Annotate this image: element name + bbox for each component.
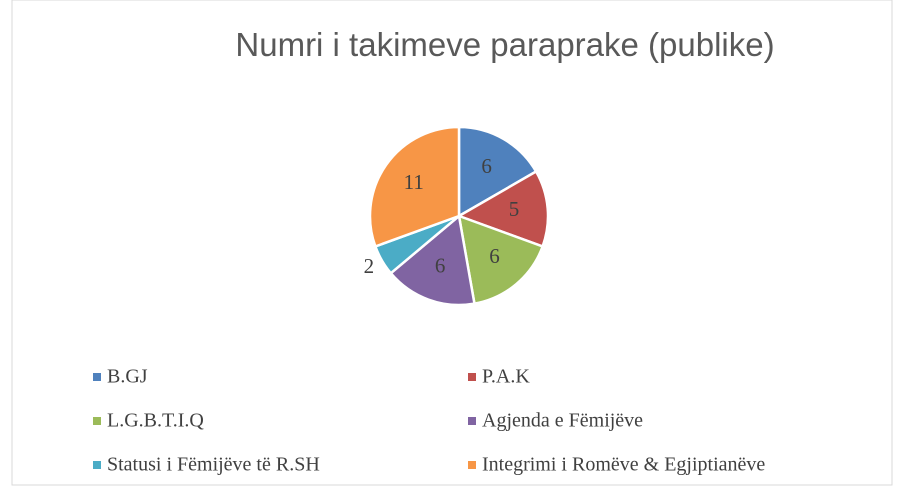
pie-slice [457, 125, 538, 219]
pie-slice [456, 169, 550, 249]
legend-swatch [93, 417, 101, 425]
data-label: 11 [404, 170, 424, 194]
legend-swatch [468, 461, 476, 469]
legend-label: Integrimi i Romëve & Egjiptianëve [482, 454, 765, 476]
legend-swatch [93, 461, 101, 469]
data-label: 5 [509, 197, 520, 221]
pie-slice [457, 214, 545, 306]
data-label: 6 [435, 254, 446, 278]
chart-title: Numri i takimeve paraprake (publike) [235, 26, 774, 63]
legend-label: P.A.K [482, 366, 530, 388]
pie-slice [368, 125, 461, 249]
data-label: 2 [364, 254, 375, 278]
data-label: 6 [481, 154, 492, 178]
legend-label: B.GJ [107, 366, 148, 388]
pie-slice [389, 213, 476, 307]
data-label: 6 [489, 244, 500, 268]
legend-swatch [468, 417, 476, 425]
legend-label: L.G.B.T.I.Q [107, 410, 204, 432]
legend-swatch [93, 373, 101, 381]
legend-label: Statusi i Fëmijëve të R.SH [107, 454, 320, 476]
legend-label: Agjenda e Fëmijëve [482, 410, 643, 432]
legend-swatch [468, 373, 476, 381]
